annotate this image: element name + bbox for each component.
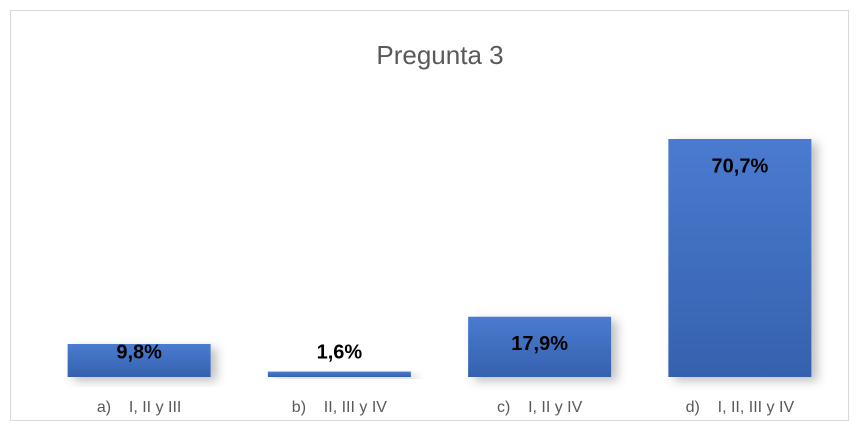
data-label: 9,8%	[116, 341, 162, 363]
bar	[668, 139, 812, 377]
data-label: 70,7%	[712, 155, 769, 177]
x-tick-label: c) I, II y IV	[497, 399, 583, 416]
bar	[468, 316, 612, 377]
bar	[267, 371, 411, 377]
chart-title: Pregunta 3	[376, 40, 503, 70]
x-tick-label: d) I, II, III y IV	[686, 399, 795, 416]
data-label: 17,9%	[511, 333, 568, 355]
x-tick-label: b) II, III y IV	[292, 399, 387, 416]
x-tick-label: a) I, II y III	[97, 399, 181, 416]
bar	[67, 344, 211, 377]
data-label: 1,6%	[317, 341, 363, 363]
